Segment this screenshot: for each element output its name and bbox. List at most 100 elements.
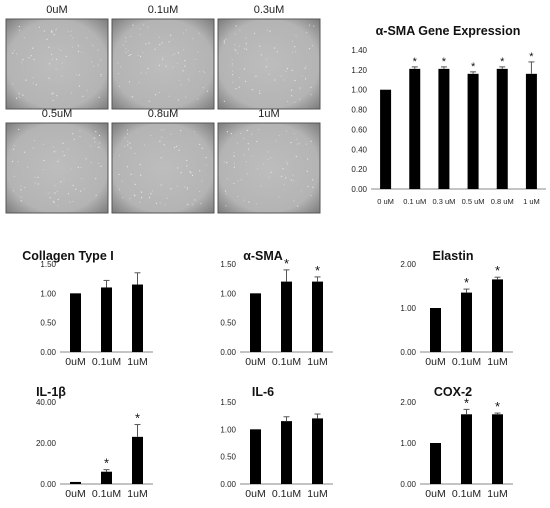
y-tick-label: 0.00 bbox=[400, 348, 416, 357]
x-tick-label: 0.1 uM bbox=[403, 197, 426, 206]
micrograph-label: 0.5uM bbox=[42, 108, 73, 120]
x-tick-label: 0.3 uM bbox=[432, 197, 455, 206]
significance-marker: * bbox=[495, 263, 500, 278]
bar bbox=[430, 308, 441, 352]
chart-title: IL-6 bbox=[252, 385, 274, 399]
x-tick-label: 0uM bbox=[65, 356, 85, 368]
il-1b-chart: IL-1β 0.00 20.00 40.00 0uM * 0.1uM * 1uM bbox=[36, 385, 153, 500]
x-tick-label: 1uM bbox=[487, 356, 507, 368]
bar bbox=[430, 443, 441, 484]
chart-title: α-SMA bbox=[243, 249, 283, 263]
bar bbox=[312, 281, 323, 352]
micrograph-speckles bbox=[12, 128, 102, 207]
bar bbox=[492, 279, 503, 352]
micrograph-label: 0.1uM bbox=[148, 4, 179, 16]
y-tick-label: 0.50 bbox=[220, 453, 236, 462]
bar bbox=[467, 73, 479, 189]
asma-chart: α-SMA 0.00 0.50 1.00 1.50 0uM * 0.1uM * 1uM bbox=[220, 249, 333, 368]
y-tick-label: 0.00 bbox=[220, 480, 236, 489]
cox-2-chart: COX-2 0.00 1.00 2.00 0uM * 0.1uM * 1uM bbox=[400, 385, 513, 500]
x-tick-label: 0uM bbox=[425, 488, 445, 500]
y-tick-label: 0.60 bbox=[351, 125, 367, 134]
y-tick-label: 2.00 bbox=[400, 260, 416, 269]
significance-marker: * bbox=[284, 256, 289, 271]
bar bbox=[101, 287, 112, 352]
micrograph-label: 0uM bbox=[46, 4, 67, 16]
bar bbox=[250, 293, 261, 352]
asma-gene-expression-chart: α-SMA Gene Expression 0.00 0.20 0.40 0.60 0.8… bbox=[351, 24, 546, 206]
x-tick-label: 0.1uM bbox=[92, 488, 121, 500]
micrograph-speckles bbox=[117, 24, 209, 102]
y-tick-label: 1.50 bbox=[220, 260, 236, 269]
micrograph-label: 0.3uM bbox=[254, 4, 285, 16]
micrograph-grid: 0uM 0.1uM 0.3uM 0.5uM 0.8uM 1uM bbox=[5, 4, 321, 214]
micrograph-image bbox=[5, 122, 109, 214]
x-tick-label: 0uM bbox=[425, 356, 445, 368]
chart-title: α-SMA Gene Expression bbox=[376, 24, 521, 38]
micrograph-speckles bbox=[12, 26, 102, 102]
bar bbox=[496, 68, 508, 189]
y-tick-label: 2.00 bbox=[400, 398, 416, 407]
significance-marker: * bbox=[464, 395, 469, 410]
micrograph-image bbox=[111, 18, 215, 110]
x-tick-label: 1uM bbox=[127, 488, 147, 500]
bar bbox=[461, 414, 472, 484]
chart-title: COX-2 bbox=[434, 385, 472, 399]
x-tick-label: 0.8 uM bbox=[491, 197, 514, 206]
x-tick-label: 1uM bbox=[487, 488, 507, 500]
x-tick-label: 0.1uM bbox=[272, 356, 301, 368]
micrograph-image bbox=[5, 18, 109, 110]
bar bbox=[492, 414, 503, 484]
significance-marker: * bbox=[315, 263, 320, 278]
x-tick-label: 0.1uM bbox=[452, 356, 481, 368]
x-tick-label: 1 uM bbox=[523, 197, 540, 206]
y-tick-label: 1.00 bbox=[40, 289, 56, 298]
y-tick-label: 0.00 bbox=[351, 185, 367, 194]
bar bbox=[132, 284, 143, 352]
chart-title: Elastin bbox=[433, 249, 474, 263]
x-tick-label: 0.5 uM bbox=[462, 197, 485, 206]
significance-marker: * bbox=[471, 61, 476, 73]
y-tick-label: 1.00 bbox=[351, 86, 367, 95]
elastin-chart: Elastin 0.00 1.00 2.00 0uM * 0.1uM * 1uM bbox=[400, 249, 513, 368]
bar bbox=[281, 421, 292, 484]
x-tick-label: 0.1uM bbox=[92, 356, 121, 368]
x-tick-label: 0uM bbox=[245, 488, 265, 500]
y-tick-label: 40.00 bbox=[36, 398, 57, 407]
micrograph-image bbox=[217, 18, 321, 110]
x-tick-label: 1uM bbox=[307, 356, 327, 368]
x-tick-label: 0.1uM bbox=[452, 488, 481, 500]
micrograph-speckles bbox=[118, 129, 207, 206]
bar bbox=[312, 418, 323, 484]
significance-marker: * bbox=[529, 51, 534, 63]
chart-title: Collagen Type I bbox=[22, 249, 113, 263]
bar bbox=[101, 471, 112, 484]
micrograph-label: 0.8uM bbox=[148, 108, 179, 120]
collagen-type-i-chart: Collagen Type I 0.00 0.50 1.00 1.50 0uM 0.1uM 1… bbox=[22, 249, 153, 368]
x-tick-label: 0uM bbox=[245, 356, 265, 368]
y-tick-label: 1.20 bbox=[351, 66, 367, 75]
significance-marker: * bbox=[500, 56, 505, 68]
y-tick-label: 1.50 bbox=[40, 260, 56, 269]
y-tick-label: 0.80 bbox=[351, 106, 367, 115]
chart-title: IL-1β bbox=[36, 385, 66, 399]
x-tick-label: 0.1uM bbox=[272, 488, 301, 500]
micrograph-speckles bbox=[223, 128, 314, 207]
bar bbox=[132, 436, 143, 484]
bar bbox=[380, 89, 392, 189]
bar bbox=[525, 73, 537, 189]
y-tick-label: 0.00 bbox=[220, 348, 236, 357]
bar bbox=[409, 68, 421, 189]
significance-marker: * bbox=[442, 56, 447, 68]
x-tick-label: 0uM bbox=[65, 488, 85, 500]
y-tick-label: 0.50 bbox=[220, 319, 236, 328]
y-tick-label: 1.50 bbox=[220, 398, 236, 407]
micrograph-image bbox=[217, 122, 321, 214]
bar bbox=[70, 481, 81, 484]
y-tick-label: 0.40 bbox=[351, 145, 367, 154]
y-tick-label: 1.00 bbox=[220, 289, 236, 298]
x-tick-label: 0 uM bbox=[377, 197, 394, 206]
bar bbox=[250, 429, 261, 484]
micrograph-speckles bbox=[223, 24, 315, 103]
x-tick-label: 1uM bbox=[307, 488, 327, 500]
